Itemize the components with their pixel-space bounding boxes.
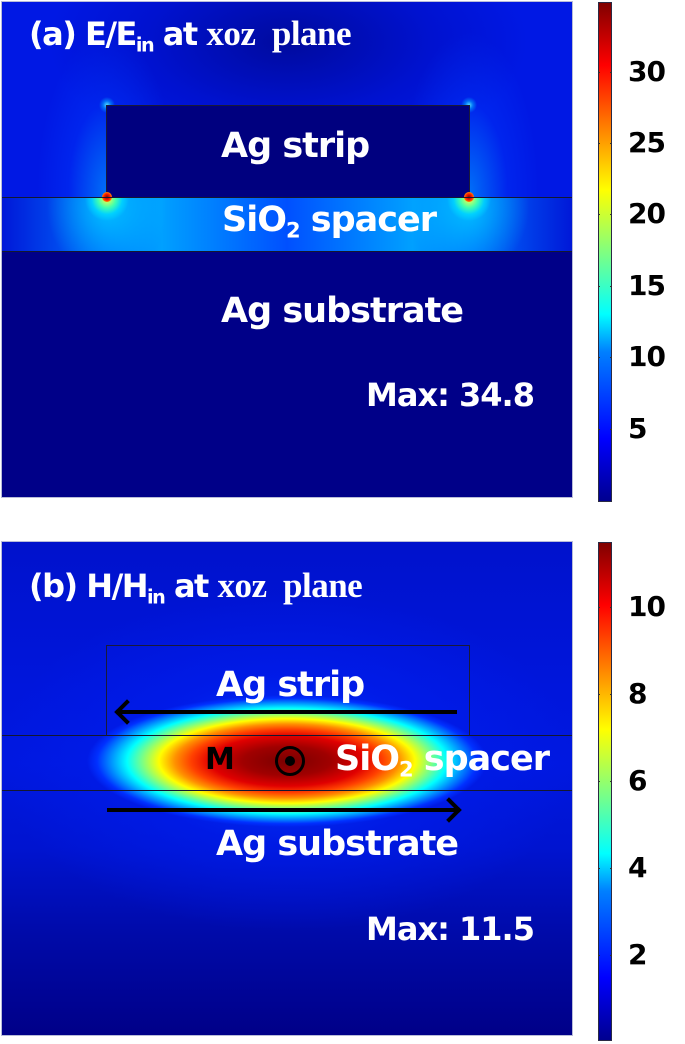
current-arrow-right — [107, 808, 457, 812]
title-serif: xoz plane — [217, 566, 363, 605]
h-field-panel: (b) H/Hin at xoz plane Ag strip M SiO2 s… — [1, 541, 573, 1036]
colorbar-a-tick-label: 25 — [628, 126, 666, 159]
colorbar-a-tick — [598, 429, 612, 430]
colorbar-a-tick-label: 20 — [628, 197, 666, 230]
colorbar-b-tick — [598, 694, 612, 695]
spacer-label-post: spacer — [412, 739, 550, 779]
current-arrow-left — [117, 710, 457, 714]
title-subscript: in — [135, 33, 155, 57]
spacer-label-post: spacer — [299, 200, 437, 240]
colorbar-b-tick — [598, 781, 612, 782]
substrate-region — [2, 251, 572, 497]
out-of-plane-dot-icon — [275, 746, 305, 776]
colorbar-b — [598, 542, 612, 1041]
title-mid: at — [164, 567, 218, 605]
colorbar-b-tick-label: 4 — [628, 851, 648, 884]
spacer-label-pre: SiO — [222, 200, 287, 240]
colorbar-b-tick-label: 10 — [628, 590, 666, 623]
colorbar-a-tick-label: 15 — [628, 269, 666, 302]
colorbar-a-tick-label: 10 — [628, 340, 666, 373]
spacer-label: SiO2 spacer — [222, 200, 437, 243]
colorbar-a-tick-label: 5 — [628, 412, 648, 445]
spacer-top-boundary — [2, 197, 572, 198]
strip-label: Ag strip — [221, 126, 370, 166]
title-serif: xoz plane — [206, 14, 352, 53]
panel-b-title: (b) H/Hin at xoz plane — [29, 566, 363, 609]
colorbar-b-tick-label: 6 — [628, 764, 648, 797]
title-mid: at — [153, 15, 207, 53]
spacer-label-pre: SiO — [335, 739, 400, 779]
substrate-label: Ag substrate — [221, 291, 464, 331]
colorbar-a-tick — [598, 214, 612, 215]
arrow-right-head-icon — [436, 797, 462, 823]
colorbar-a — [598, 2, 612, 502]
colorbar-a-tick — [598, 286, 612, 287]
spacer-region — [2, 197, 572, 251]
colorbar-b-tick — [598, 955, 612, 956]
max-label: Max: 11.5 — [366, 910, 535, 948]
colorbar-a-tick-label: 30 — [628, 55, 666, 88]
ag-strip — [106, 105, 470, 198]
spacer-label: SiO2 spacer — [335, 739, 550, 782]
colorbar-b-tick-label: 2 — [628, 938, 648, 971]
colorbar-a-tick — [598, 357, 612, 358]
max-label: Max: 34.8 — [366, 376, 535, 414]
colorbar-a-tick — [598, 72, 612, 73]
colorbar-b-tick — [598, 607, 612, 608]
panel-a-title: (a) E/Ein at xoz plane — [29, 14, 352, 57]
title-prefix: (b) H/H — [29, 567, 149, 605]
spacer-label-sub: 2 — [398, 757, 414, 782]
spacer-bottom-boundary — [2, 251, 572, 252]
colorbar-b-tick — [598, 868, 612, 869]
colorbar-b-tick-label: 8 — [628, 677, 648, 710]
title-prefix: (a) E/E — [29, 15, 137, 53]
e-field-panel: (a) E/Ein at xoz plane Ag strip SiO2 spa… — [1, 1, 573, 498]
strip-label: Ag strip — [216, 665, 365, 705]
colorbar-a-tick — [598, 143, 612, 144]
substrate-label: Ag substrate — [216, 824, 459, 864]
m-label: M — [205, 742, 235, 777]
title-subscript: in — [147, 585, 166, 609]
spacer-top-boundary — [2, 735, 572, 736]
spacer-label-sub: 2 — [285, 218, 301, 243]
spacer-bottom-boundary — [2, 790, 572, 791]
